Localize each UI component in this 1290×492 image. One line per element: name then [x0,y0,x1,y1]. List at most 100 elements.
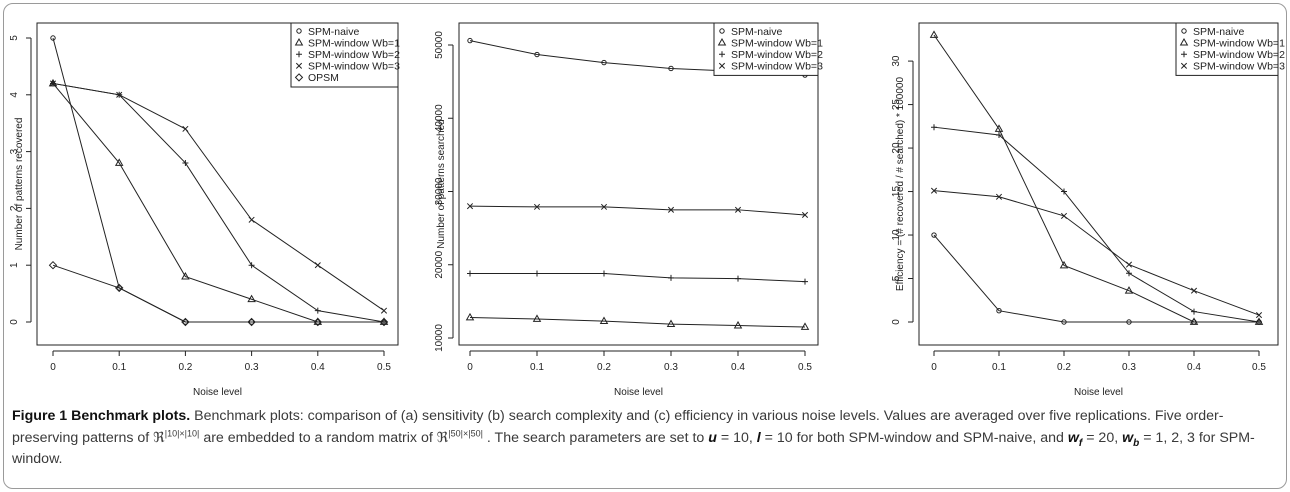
data-point-cross [930,187,938,194]
series-spm-window-wb-3 [930,187,1263,319]
series-spm-window-wb-1 [465,312,810,330]
series-spm-window-wb-3 [49,80,388,314]
series-line [933,190,1260,316]
series-line [52,82,385,323]
data-point-diamond [48,260,58,270]
param-l: l [756,429,761,446]
y-axis-title: Number of patterns recovered [14,118,25,251]
data-point-circle [601,59,607,66]
data-point-triangle [181,271,190,280]
x-tick-label: 0.5 [377,362,391,373]
figure-caption: Figure 1 Benchmark plots. Benchmark plot… [12,406,1274,471]
y-axis-title: Number of patterns searched [436,119,447,249]
data-point-plus [1191,308,1197,315]
x-tick-label: 0.1 [992,362,1006,373]
data-point-cross [801,211,809,218]
data-point-cross [1060,212,1068,219]
x-tick-label: 0 [467,362,473,373]
x-tick-label: 0.2 [597,362,611,373]
x-tick-label: 0 [50,362,56,373]
data-point-circle [534,51,540,58]
x-tick-label: 0.3 [664,362,678,373]
legend-marker-diamond [294,73,304,82]
data-point-cross [995,193,1003,200]
series-line [933,34,1259,323]
data-point-triangle [800,322,810,330]
data-point-cross [734,206,742,213]
plot-frame [36,22,399,346]
series-line [470,273,806,283]
data-point-plus [601,270,607,277]
x-tick-label: 0.4 [311,362,325,373]
legend-label: SPM-window Wb=3 [1193,61,1285,73]
legend-marker-cross [1180,62,1188,69]
y-tick-label: 5 [9,35,20,41]
data-point-plus [735,275,741,282]
plot-frame [918,22,1279,346]
series-spm-window-wb-1 [48,78,389,325]
legend-marker-triangle [717,37,727,46]
x-tick-label: 0 [931,362,937,373]
caption-text: = 20, [1082,429,1123,446]
data-point-plus [802,278,808,285]
legend-box [1175,22,1279,76]
y-tick-label: 15 [891,186,902,198]
y-tick-label: 0 [891,319,902,325]
data-point-cross [600,203,608,210]
legend-label: SPM-window Wb=1 [308,37,400,49]
data-point-circle [996,307,1002,314]
data-point-plus [314,307,321,314]
x-tick-label: 0.2 [178,362,192,373]
series-spm-window-wb-1 [929,30,1264,325]
caption-text: Benchmark plots: comparison of (a) sensi… [12,408,1224,446]
data-point-circle [1061,319,1067,325]
legend-marker-plus [1181,51,1187,58]
data-point-triangle [465,312,475,321]
data-point-cross [1255,311,1263,319]
y-tick-label: 4 [9,92,20,98]
legend-label: SPM-window Wb=3 [308,61,400,73]
legend-label: SPM-naive [731,26,783,38]
data-point-cross [1125,261,1133,268]
legend-marker-plus [719,51,725,58]
y-tick-label: 30000 [434,177,445,205]
y-axis-title: Efficiency = (# recovered / # searched) … [895,77,906,292]
series-line [52,264,384,323]
legend-marker-circle [719,28,725,34]
data-point-cross [533,203,541,210]
y-tick-label: 30 [891,55,902,67]
legend-box [290,22,399,88]
x-tick-label: 0.1 [530,362,544,373]
plot-frame [458,22,819,346]
data-point-plus [931,124,937,131]
data-point-plus [1256,319,1262,325]
param-wf: wf [1067,429,1083,449]
y-tick-label: 5 [891,275,902,281]
legend-label: OPSM [308,72,339,84]
series-line [469,316,806,328]
legend-label: SPM-window Wb=2 [1193,49,1285,61]
data-point-cross [116,91,123,98]
data-point-cross [380,307,388,314]
data-point-triangle [599,316,609,325]
legend-marker-cross [295,62,303,69]
matrix-size-small: |10|×|10| [164,427,200,438]
data-point-triangle [666,319,676,327]
data-point-cross [49,80,57,87]
caption-text: = 10, [716,429,757,446]
x-axis-title: Noise level [1074,387,1123,395]
real-symbol: ℜ [153,429,165,446]
data-point-circle [116,285,122,291]
data-point-circle [668,65,674,72]
legend-label: SPM-naive [308,26,360,38]
legend-label: SPM-window Wb=2 [731,49,823,61]
y-tick-label: 10 [891,229,902,241]
series-spm-window-wb-3 [466,203,809,218]
data-point-cross [314,262,321,269]
x-tick-label: 0.3 [245,362,259,373]
x-tick-label: 0.5 [798,362,812,373]
data-point-circle [50,35,56,41]
